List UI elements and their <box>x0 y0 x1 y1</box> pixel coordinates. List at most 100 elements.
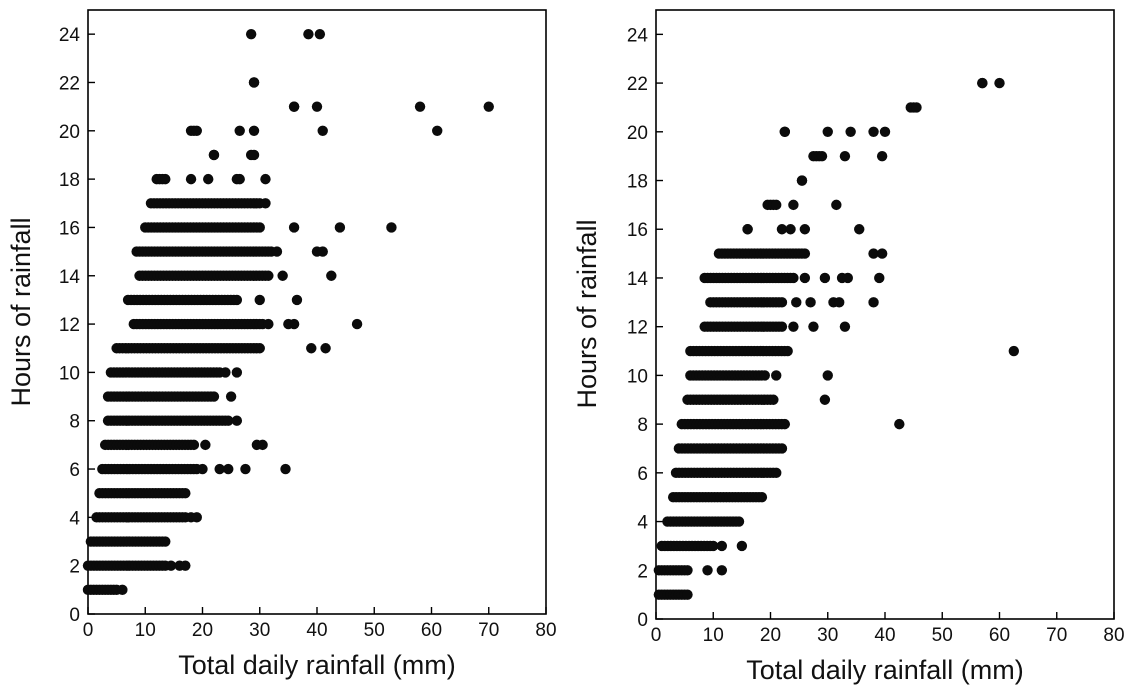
data-point <box>231 367 243 378</box>
x-tick-label: 10 <box>135 620 156 641</box>
data-point <box>263 270 274 281</box>
data-point <box>317 246 328 257</box>
data-point <box>733 516 745 527</box>
data-point <box>788 321 799 332</box>
data-point <box>180 560 191 571</box>
data-point <box>414 101 426 112</box>
data-point <box>191 125 202 136</box>
data-point <box>736 540 748 552</box>
y-tick-label: 24 <box>627 25 649 46</box>
y-axis-label: Hours of rainfall <box>6 217 36 406</box>
data-point <box>311 101 323 112</box>
data-point <box>779 418 791 430</box>
x-tick-label: 10 <box>703 625 724 646</box>
data-point <box>260 173 271 185</box>
data-point <box>816 150 828 162</box>
data-point <box>771 467 782 479</box>
left-panel: 0 10 20 30 40 50 60 70 80 024681012141618202224 … <box>6 9 557 680</box>
y-tick-label: 0 <box>637 610 648 631</box>
data-point <box>776 321 788 332</box>
data-point <box>708 540 719 552</box>
data-point <box>799 224 811 235</box>
data-point <box>306 343 317 354</box>
y-tick-label: 24 <box>59 25 81 46</box>
data-point <box>702 565 713 576</box>
data-point <box>894 418 905 430</box>
data-point <box>771 370 782 381</box>
data-point <box>231 415 243 426</box>
y-tick-label: 20 <box>59 122 80 143</box>
data-point <box>768 394 779 405</box>
x-axis-label: Total daily rainfall (mm) <box>746 655 1024 685</box>
data-point <box>240 463 251 475</box>
data-point <box>782 345 793 357</box>
data-point <box>277 270 288 281</box>
data-point <box>776 297 788 308</box>
data-point <box>288 101 300 112</box>
data-point <box>386 222 397 233</box>
data-point <box>716 565 728 576</box>
y-axis-label: Hours of rainfall <box>572 219 602 408</box>
data-point <box>314 28 326 40</box>
data-point <box>432 125 443 136</box>
data-point <box>231 294 243 306</box>
x-tick-label: 60 <box>421 620 442 641</box>
data-point <box>225 391 237 402</box>
x-tick-label: 20 <box>760 625 781 646</box>
data-point <box>839 150 851 162</box>
data-point <box>876 248 888 259</box>
data-point <box>254 343 265 354</box>
data-point <box>288 318 300 330</box>
data-point <box>317 125 328 136</box>
data-point <box>263 318 274 330</box>
y-tick-label: 22 <box>627 74 648 95</box>
y-tick-label: 10 <box>59 363 80 384</box>
data-point <box>842 272 853 284</box>
data-points <box>653 77 1020 600</box>
data-point <box>799 272 811 284</box>
data-point <box>208 149 220 161</box>
data-point <box>191 512 202 523</box>
data-point <box>788 272 799 284</box>
data-point <box>234 125 245 136</box>
data-point <box>351 318 363 330</box>
x-tick-label: 50 <box>932 625 953 646</box>
y-tick-label: 16 <box>627 220 648 241</box>
data-point <box>117 584 128 596</box>
data-point <box>165 560 177 571</box>
x-tick-label: 0 <box>83 620 94 641</box>
data-point <box>160 173 171 185</box>
x-tick-label: 20 <box>192 620 213 641</box>
data-point <box>223 415 234 426</box>
data-point <box>185 173 197 185</box>
data-point <box>208 391 220 402</box>
y-tick-label: 0 <box>69 605 80 626</box>
y-tick-label: 20 <box>627 123 648 144</box>
data-point <box>868 297 879 308</box>
x-tick-label: 30 <box>249 620 270 641</box>
data-point <box>834 297 845 308</box>
data-point <box>291 294 303 306</box>
data-point <box>716 540 728 552</box>
y-tick-label: 4 <box>637 513 648 534</box>
data-point <box>245 28 257 40</box>
x-tick-label: 70 <box>1046 625 1067 646</box>
y-tick-label: 12 <box>627 318 648 339</box>
data-point <box>326 270 337 281</box>
data-point <box>160 536 171 547</box>
data-point <box>788 199 799 211</box>
y-tick-label: 8 <box>69 412 80 433</box>
data-point <box>868 126 879 137</box>
x-tick-label: 70 <box>478 620 499 641</box>
data-point <box>822 126 833 137</box>
data-point <box>879 126 891 137</box>
data-point <box>1008 345 1020 357</box>
y-tick-label: 22 <box>59 73 80 94</box>
y-tick-label: 14 <box>627 269 649 290</box>
data-point <box>303 28 314 40</box>
x-ticks: 0 10 20 30 40 50 60 70 80 <box>651 612 1125 646</box>
x-tick-label: 30 <box>817 625 838 646</box>
y-tick-label: 18 <box>59 170 80 191</box>
